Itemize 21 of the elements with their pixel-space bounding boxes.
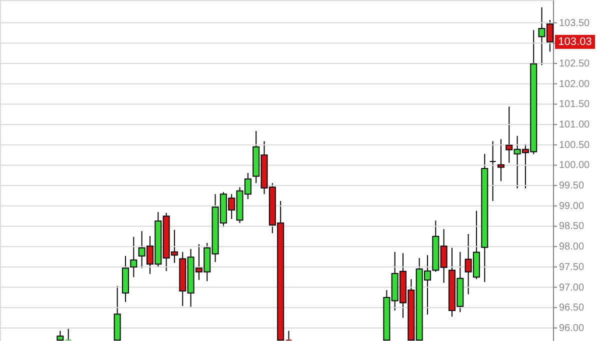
y-tick-label: 97.50 bbox=[559, 262, 584, 273]
y-tick-label: 98.50 bbox=[559, 221, 584, 232]
y-tick-label: 100.00 bbox=[559, 160, 590, 172]
annotation: 103.03 bbox=[558, 36, 592, 48]
candlestick bbox=[489, 140, 496, 202]
candlestick bbox=[497, 138, 504, 182]
y-tick-label: 102.00 bbox=[559, 78, 590, 90]
y-tick-label: 99.50 bbox=[559, 180, 584, 192]
candlestick bbox=[56, 330, 64, 341]
candlestick bbox=[64, 328, 72, 341]
y-tick-label: 96.00 bbox=[559, 322, 584, 334]
y-tick-label: 101.50 bbox=[559, 99, 590, 110]
y-tick-label: 103.50 bbox=[559, 18, 590, 29]
y-tick-label: 98.00 bbox=[559, 242, 584, 253]
y-tick-label: 97.00 bbox=[559, 282, 584, 294]
y-tick-label: 99.00 bbox=[559, 200, 584, 212]
y-tick-label: 100.50 bbox=[559, 140, 590, 151]
y-tick-label: 96.50 bbox=[559, 302, 584, 314]
y-tick-label: 101.00 bbox=[559, 120, 590, 131]
candlestick bbox=[130, 236, 138, 278]
y-tick-label: 102.50 bbox=[559, 58, 590, 70]
